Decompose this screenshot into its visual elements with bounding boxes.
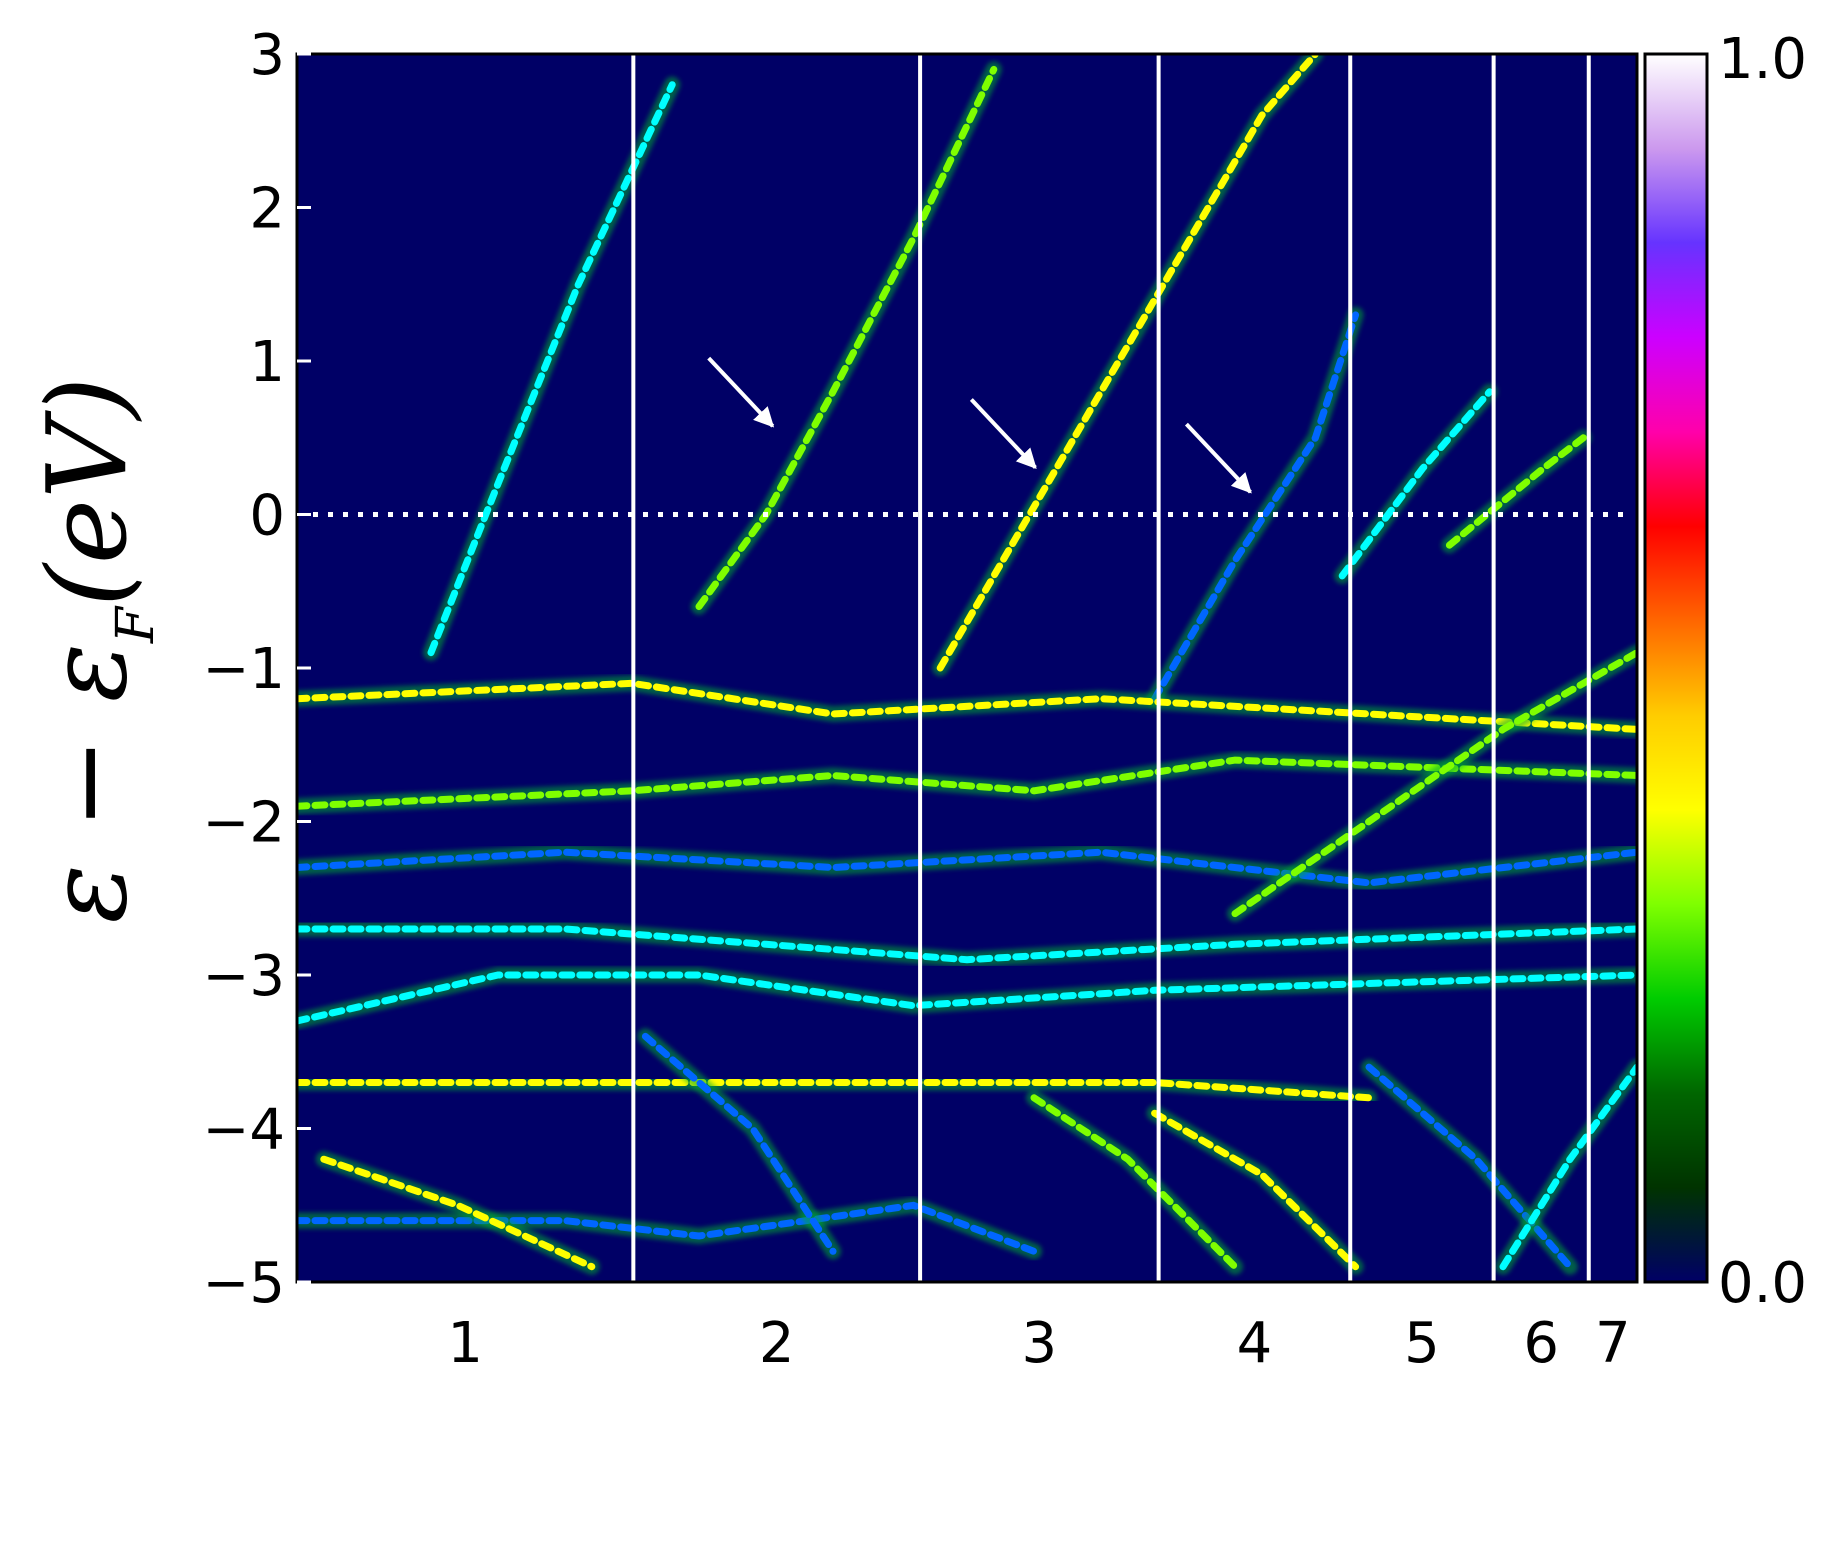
band-line (297, 971, 1637, 1025)
colorbar: 1.0 0.0 (1643, 27, 1807, 1316)
segment-separators (631, 54, 1591, 1282)
band-line (695, 65, 998, 611)
x-segment-label: 7 (1595, 1311, 1631, 1376)
annotation-arrow (969, 398, 1037, 469)
y-axis-label-subscript: F (106, 605, 166, 644)
y-tick-label: 0 (249, 484, 285, 549)
x-segment-label: 3 (1022, 1311, 1058, 1376)
y-axis-label-main: ε − ε (23, 643, 151, 923)
y-axis-label: ε − εF(eV) (23, 377, 166, 924)
band-line (1151, 1109, 1360, 1271)
y-axis-ticks: 3 2 1 0 −1 −2 −3 −4 −5 (202, 23, 311, 1316)
y-tick-label: 2 (249, 177, 285, 242)
y-axis-label-unit: (eV) (23, 377, 151, 607)
x-segment-label: 1 (447, 1311, 483, 1376)
colorbar-gradient (1643, 52, 1709, 1284)
x-segment-label: 4 (1237, 1311, 1273, 1376)
band-line (297, 756, 1637, 810)
band-line (297, 848, 1637, 887)
band-line (297, 1079, 1373, 1102)
band-line (641, 1032, 837, 1255)
band-line (297, 679, 1637, 733)
x-segment-label: 6 (1523, 1311, 1559, 1376)
y-tick-label: 1 (249, 330, 285, 395)
annotation-arrows (707, 356, 1252, 494)
band-line (1499, 1063, 1637, 1271)
annotation-arrow (707, 356, 775, 428)
band-line (320, 1155, 596, 1271)
band-lines (297, 54, 1637, 1275)
y-tick-label: −3 (202, 944, 285, 1009)
annotation-arrow (1184, 422, 1252, 494)
band-line (1445, 434, 1587, 549)
band-line (1365, 1063, 1574, 1271)
band-line (1231, 649, 1637, 918)
band-line (1030, 1094, 1239, 1271)
band-line (1338, 388, 1494, 580)
band-line (427, 81, 676, 657)
y-tick-label: −4 (202, 1098, 285, 1163)
band-line (297, 925, 1637, 964)
y-tick-label: −1 (202, 637, 285, 702)
x-segment-label: 5 (1404, 1311, 1440, 1376)
colorbar-min-label: 0.0 (1718, 1251, 1807, 1316)
band-line (1151, 311, 1360, 703)
svg-text:ε − εF(eV): ε − εF(eV) (23, 377, 166, 924)
y-tick-label: −2 (202, 791, 285, 856)
x-segment-label: 2 (759, 1311, 795, 1376)
y-tick-label: −5 (202, 1251, 285, 1316)
band-line (936, 54, 1319, 672)
plot-background (297, 54, 1637, 1282)
colorbar-max-label: 1.0 (1718, 27, 1807, 92)
y-tick-label: 3 (249, 23, 285, 88)
